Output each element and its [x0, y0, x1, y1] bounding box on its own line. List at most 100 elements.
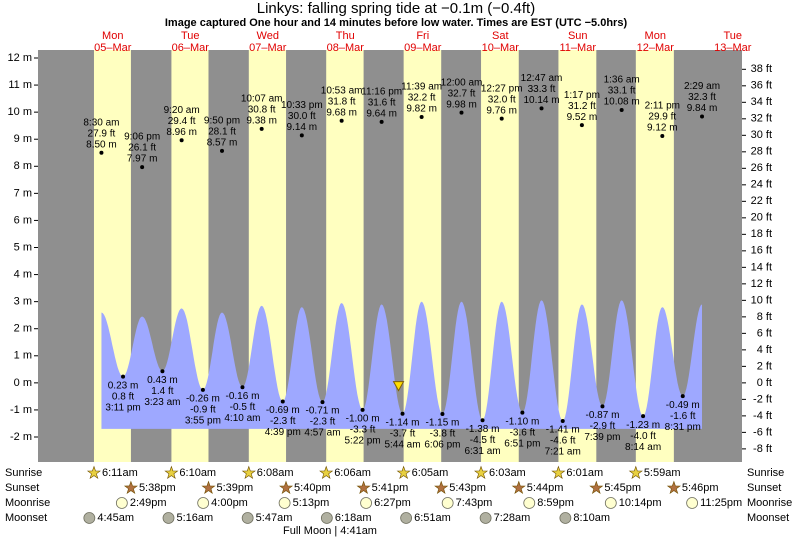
- sunrise-icon: [241, 465, 256, 480]
- moon-phase-note: Full Moon | 4:41am: [283, 525, 377, 537]
- tide-height-m: 0.43 m: [147, 375, 178, 386]
- tide-time: 3:23 am: [144, 397, 180, 408]
- tide-time: 1:17 pm: [564, 90, 600, 101]
- tide-point: [140, 165, 145, 170]
- y2-tick-label: -6 ft: [753, 426, 772, 438]
- y-tick-label: 7 m: [14, 187, 32, 199]
- moonrise-icon: [441, 497, 454, 509]
- row-label: Moonset: [747, 512, 789, 524]
- tide-height-ft: -2.3 ft: [270, 416, 296, 427]
- row-label: Sunset: [5, 482, 39, 494]
- tide-height-m: -1.38 m: [466, 424, 500, 435]
- tide-height-ft: -0.9 ft: [190, 405, 216, 416]
- sunrise-icon: [319, 465, 334, 480]
- tide-time: 10:53 am: [321, 85, 363, 96]
- sunset-icon: [589, 480, 604, 495]
- moonset-time: 5:16am: [177, 512, 214, 524]
- sunrise-time: 5:59am: [644, 467, 681, 479]
- sunset-icon: [511, 480, 526, 495]
- tide-time: 12:47 am: [521, 73, 563, 84]
- moonrise-time: 11:25pm: [700, 497, 742, 509]
- tide-time: 8:30 am: [83, 117, 119, 128]
- tide-time: 12:00 am: [441, 77, 483, 88]
- tide-height-m: -1.23 m: [626, 420, 660, 431]
- day-name: Sat: [492, 30, 509, 42]
- tide-time: 6:06 pm: [424, 440, 460, 451]
- sunset-time: 5:41pm: [372, 482, 409, 494]
- row-label: Sunrise: [5, 467, 42, 479]
- sunset-time: 5:46pm: [682, 482, 719, 494]
- tide-point: [200, 387, 205, 392]
- tide-time: 9:50 pm: [204, 115, 240, 126]
- day-date: 07–Mar: [249, 42, 287, 54]
- y2-tick-label: 28 ft: [751, 146, 772, 158]
- row-label: Moonrise: [747, 497, 792, 509]
- y2-tick-label: 6 ft: [757, 327, 772, 339]
- tide-curve: [101, 300, 703, 429]
- tide-height-ft: 28.1 ft: [208, 126, 236, 137]
- tide-height-ft: 31.6 ft: [368, 98, 396, 109]
- y-tick-label: -2 m: [10, 431, 32, 443]
- moonrise-time: 5:13pm: [293, 497, 330, 509]
- y-tick-label: -1 m: [10, 404, 32, 416]
- sunset-icon: [279, 480, 294, 495]
- tide-height-m: 0.23 m: [108, 380, 139, 391]
- sunset-icon: [123, 480, 138, 495]
- tide-time: 11:16 pm: [361, 87, 402, 98]
- y2-tick-label: 10 ft: [751, 294, 772, 306]
- tide-height-m: 7.97 m: [127, 154, 158, 165]
- day-date: 05–Mar: [94, 42, 132, 54]
- sunset-time: 5:39pm: [216, 482, 253, 494]
- tide-height-m: 10.08 m: [604, 97, 640, 108]
- sunrise-time: 6:05am: [412, 467, 449, 479]
- y2-tick-label: 2 ft: [757, 360, 772, 372]
- sunrise-icon: [551, 465, 566, 480]
- tide-height-m: -1.14 m: [386, 417, 420, 428]
- tide-time: 2:11 pm: [645, 101, 680, 112]
- sunset-time: 5:40pm: [294, 482, 331, 494]
- sunset-time: 5:43pm: [449, 482, 486, 494]
- y-tick-label: 0 m: [14, 377, 32, 389]
- tide-point: [220, 148, 225, 153]
- tide-height-ft: -2.3 ft: [310, 417, 336, 428]
- moonrise-icon: [115, 497, 128, 509]
- moonset-icon: [400, 512, 413, 524]
- tide-height-m: -1.10 m: [505, 416, 539, 427]
- y-tick-label: 2 m: [14, 323, 32, 335]
- tide-time: 8:31 pm: [665, 422, 701, 433]
- sunrise-time: 6:03am: [489, 467, 526, 479]
- moonset-time: 5:47am: [256, 512, 293, 524]
- moonrise-time: 10:14pm: [619, 497, 662, 509]
- tide-height-ft: 32.3 ft: [688, 92, 716, 103]
- tide-point: [280, 399, 285, 404]
- tide-height-m: -0.26 m: [186, 394, 220, 405]
- tide-point: [480, 418, 485, 423]
- y2-tick-label: 32 ft: [751, 113, 772, 125]
- day-name: Fri: [416, 30, 429, 42]
- tide-height-ft: 30.8 ft: [248, 105, 276, 116]
- sunset-time: 5:38pm: [139, 482, 176, 494]
- moonrise-icon: [604, 497, 617, 509]
- moonset-icon: [559, 512, 572, 524]
- y-tick-label: 5 m: [14, 241, 32, 253]
- tide-time: 5:44 am: [384, 439, 420, 450]
- tide-point: [339, 118, 344, 123]
- y2-tick-label: 14 ft: [751, 261, 772, 273]
- tide-height-m: -0.69 m: [266, 405, 300, 416]
- tide-point: [641, 414, 646, 419]
- tide-height-m: 9.82 m: [406, 104, 437, 115]
- moonrise-icon: [686, 497, 699, 509]
- tide-point: [560, 419, 565, 424]
- tide-height-ft: 26.1 ft: [128, 143, 156, 154]
- tide-point: [680, 394, 685, 399]
- moonrise-time: 4:00pm: [211, 497, 248, 509]
- tide-time: 11:39 am: [401, 82, 442, 93]
- sunset-time: 5:45pm: [604, 482, 641, 494]
- day-name: Tue: [723, 30, 742, 42]
- chart-title: Linkys: falling spring tide at −0.1m (−0…: [257, 0, 535, 17]
- moonrise-icon: [278, 497, 291, 509]
- tide-time: 3:55 pm: [185, 416, 221, 427]
- y2-tick-label: 18 ft: [751, 228, 772, 240]
